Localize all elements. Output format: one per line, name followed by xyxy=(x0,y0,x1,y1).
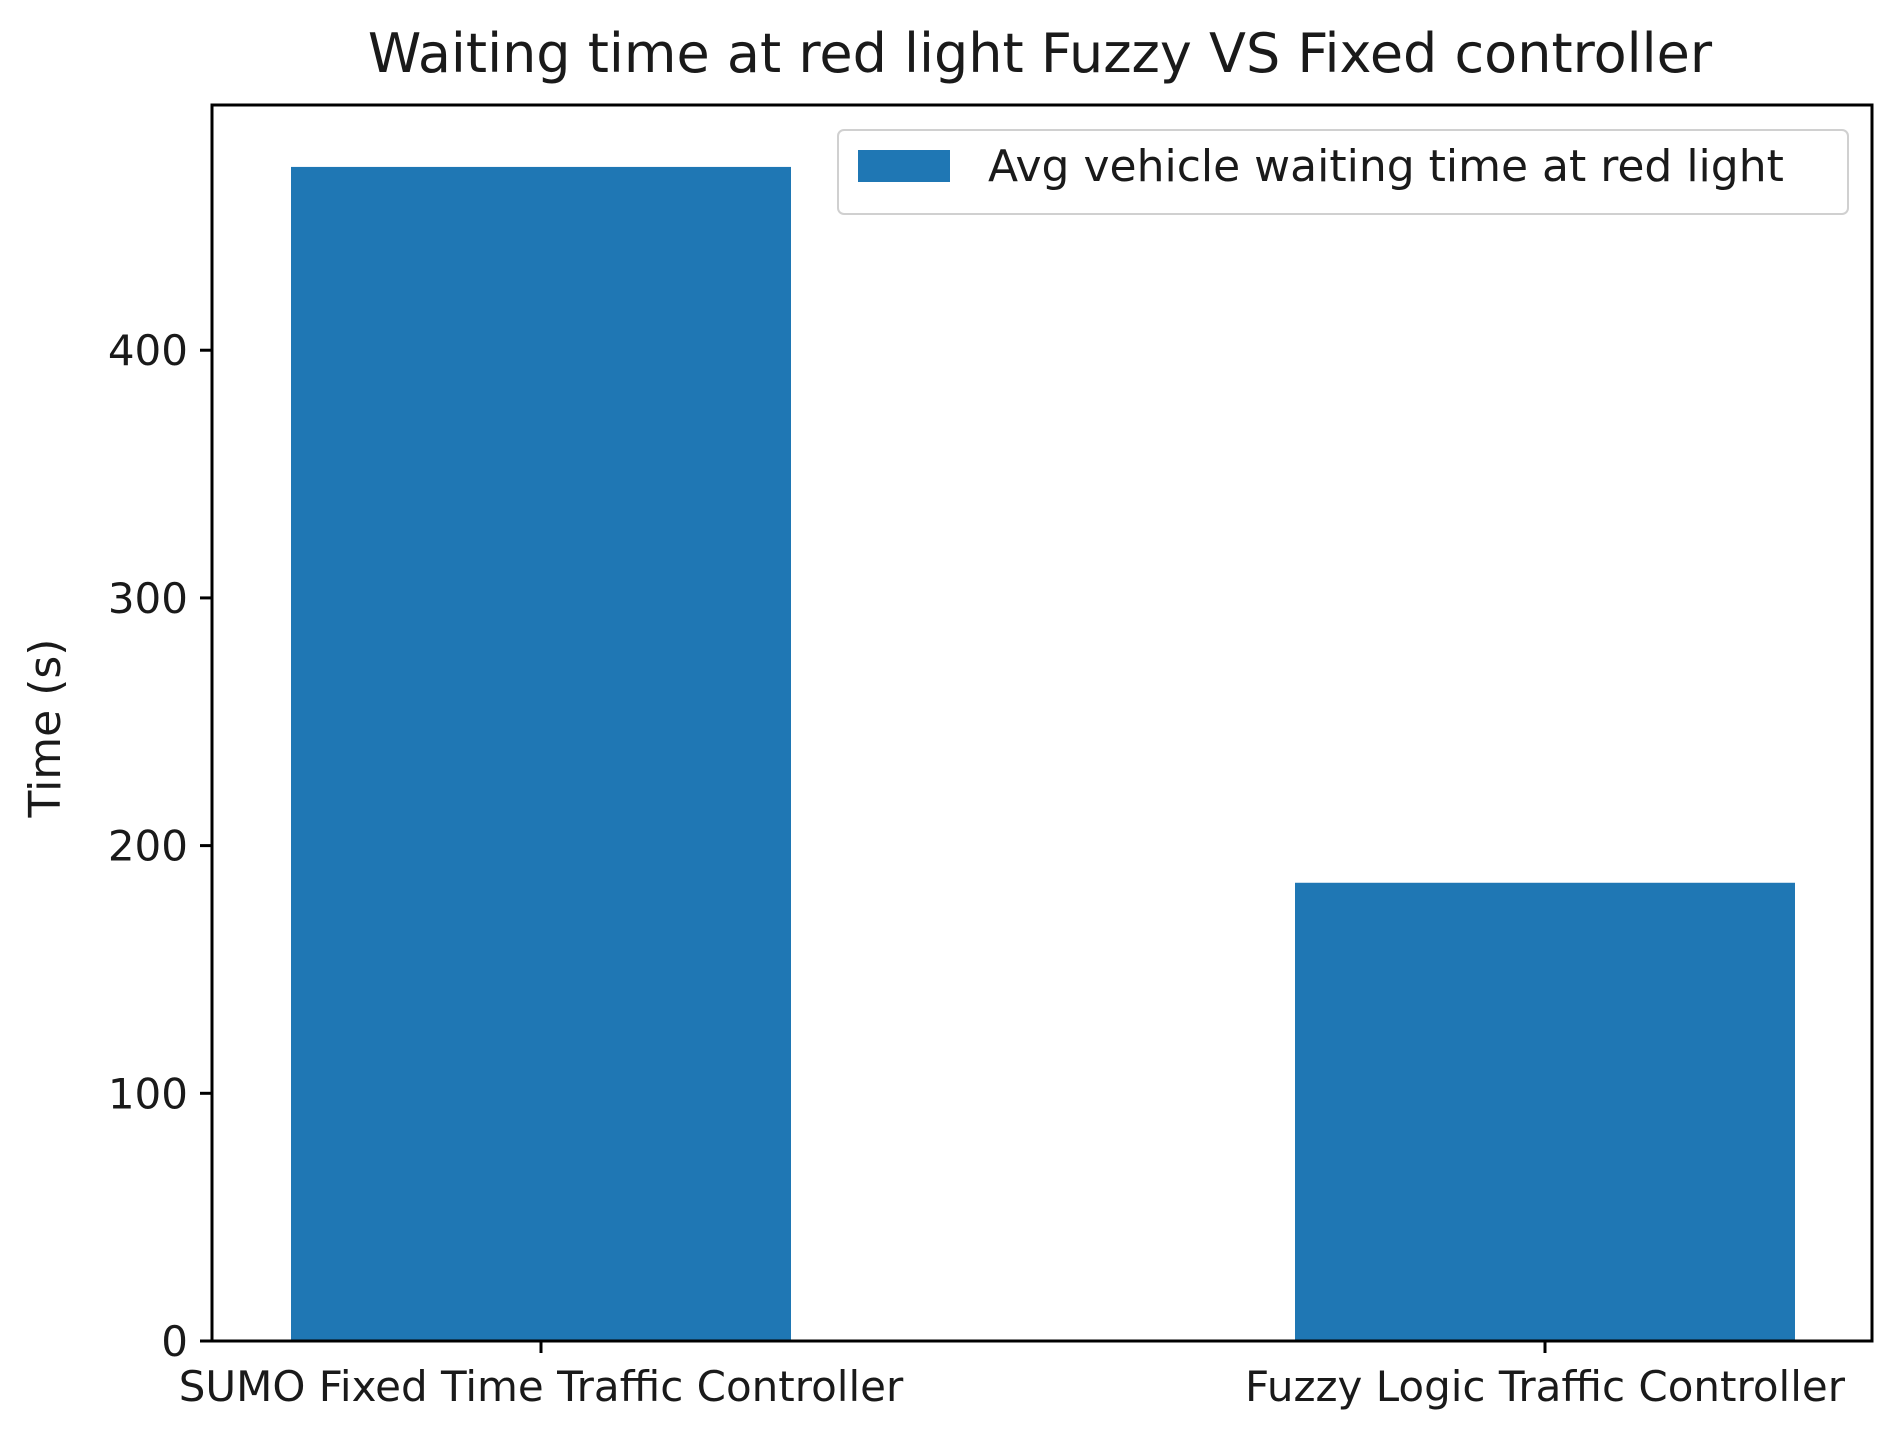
y-tick-label: 400 xyxy=(108,326,188,375)
legend-label: Avg vehicle waiting time at red light xyxy=(988,141,1784,192)
y-tick-label: 300 xyxy=(108,574,188,623)
y-axis-label: Time (s) xyxy=(20,639,71,819)
y-tick-label: 100 xyxy=(108,1069,188,1118)
bars-group xyxy=(291,166,1795,1342)
bar-0 xyxy=(291,166,791,1342)
plot-area-frame xyxy=(210,103,1874,1343)
bar-1 xyxy=(1295,882,1795,1341)
x-tick-label: SUMO Fixed Time Traffic Controller xyxy=(179,1362,904,1411)
legend: Avg vehicle waiting time at red light xyxy=(837,129,1849,215)
x-tick-label: Fuzzy Logic Traffic Controller xyxy=(1245,1362,1846,1411)
y-tick-label: 0 xyxy=(161,1317,188,1366)
y-axis-ticks: 0 100 200 300 400 xyxy=(108,326,212,1366)
legend-box xyxy=(837,129,1849,215)
y-tick-label: 200 xyxy=(108,822,188,871)
chart-title: Waiting time at red light Fuzzy VS Fixed… xyxy=(368,22,1713,85)
x-axis-ticks: SUMO Fixed Time Traffic Controller Fuzzy … xyxy=(179,1341,1846,1411)
legend-swatch xyxy=(858,150,950,182)
